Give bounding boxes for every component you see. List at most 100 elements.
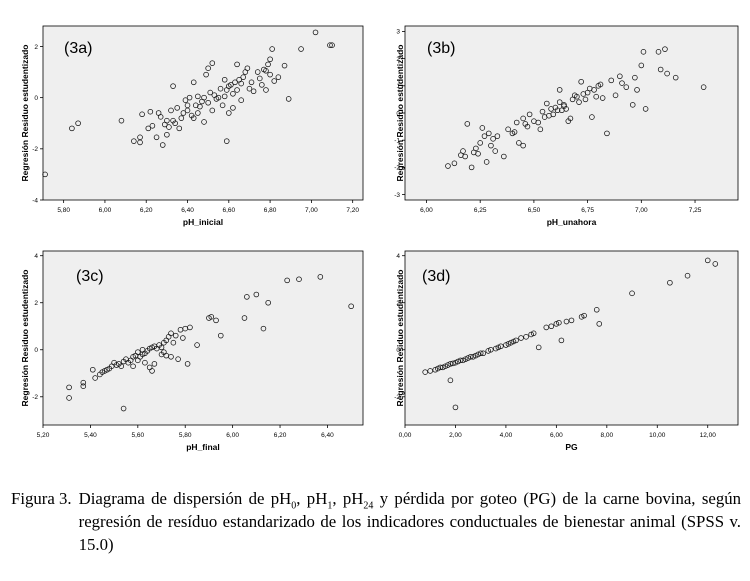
- data-point: [209, 107, 216, 114]
- data-point: [554, 107, 561, 114]
- data-point: [182, 97, 189, 103]
- y-tick-label: 2: [396, 56, 400, 63]
- x-tick-label: 6,20: [274, 432, 287, 439]
- data-point: [589, 114, 595, 120]
- data-point: [442, 363, 449, 369]
- data-point: [462, 153, 468, 160]
- data-point: [151, 361, 158, 367]
- data-point: [513, 337, 519, 344]
- data-point: [159, 142, 166, 148]
- data-point: [530, 330, 537, 337]
- data-point: [470, 354, 476, 360]
- data-point: [66, 395, 72, 401]
- data-point: [42, 171, 48, 178]
- data-point: [284, 277, 290, 284]
- data-point: [197, 103, 203, 110]
- data-point: [629, 290, 635, 297]
- data-point: [427, 368, 434, 374]
- caption-fragment: , pH: [296, 489, 328, 508]
- data-point: [184, 361, 191, 367]
- data-point: [700, 84, 707, 90]
- data-point: [69, 125, 75, 132]
- data-point: [563, 106, 569, 112]
- x-tick-label: 7,20: [346, 207, 359, 214]
- data-point: [205, 99, 211, 106]
- data-point: [201, 119, 207, 125]
- x-tick-label: 6,75: [581, 207, 594, 214]
- x-tick-label: 6,50: [528, 207, 541, 214]
- panel-3c: (3c) 5,20 5,40 5,60 5,80 6,00 6,20 6,40 -2 0 2 4 pH_…: [0, 245, 370, 460]
- data-point: [435, 365, 441, 372]
- caption-text: Diagrama de dispersión de pH0, pH1, pH24…: [79, 487, 741, 556]
- data-point: [142, 359, 148, 366]
- data-point: [563, 318, 570, 325]
- data-point: [642, 106, 649, 112]
- data-point: [578, 314, 585, 320]
- data-point: [503, 342, 509, 348]
- x-axis-label: PG: [565, 442, 578, 452]
- data-point: [253, 291, 260, 298]
- x-tick-label: 6,00: [99, 207, 112, 214]
- y-tick-label: -2: [32, 394, 38, 401]
- data-point: [480, 350, 486, 357]
- data-point: [267, 71, 273, 78]
- data-point: [451, 160, 458, 167]
- data-point: [447, 377, 454, 384]
- data-point: [190, 115, 197, 121]
- y-tick-label: 2: [34, 300, 38, 307]
- data-point: [219, 102, 226, 109]
- data-point: [228, 82, 234, 88]
- data-point: [168, 107, 174, 114]
- data-point: [599, 95, 606, 101]
- data-point: [657, 66, 664, 73]
- data-point: [520, 142, 526, 149]
- data-point: [244, 294, 250, 300]
- data-point: [537, 126, 544, 133]
- data-point: [667, 279, 673, 286]
- caption-subscript: 1: [327, 500, 333, 512]
- data-point: [494, 133, 501, 139]
- data-point: [281, 62, 288, 69]
- caption-subscript: 0: [291, 500, 297, 512]
- data-point: [203, 71, 209, 78]
- data-point: [487, 346, 494, 353]
- data-point: [172, 332, 179, 339]
- data-point: [168, 330, 174, 337]
- data-point: [460, 357, 466, 364]
- data-point: [90, 366, 96, 373]
- x-tick-label: 5,80: [57, 207, 70, 214]
- data-point: [498, 343, 504, 350]
- data-point: [215, 94, 222, 101]
- data-point: [145, 125, 152, 132]
- panel-tag: (3d): [422, 268, 450, 285]
- data-point: [66, 384, 72, 391]
- y-tick-label: -1: [394, 137, 400, 144]
- x-tick-label: 0,00: [399, 432, 412, 439]
- x-axis-label: pH_final: [186, 442, 220, 452]
- data-point: [505, 126, 511, 133]
- data-point: [655, 49, 662, 55]
- data-point: [285, 96, 292, 102]
- x-tick-label: 6,40: [181, 207, 194, 214]
- data-point: [634, 87, 640, 93]
- data-point: [250, 88, 257, 95]
- y-tick-label: -2: [394, 394, 400, 401]
- data-point: [485, 348, 492, 354]
- panel-tag: (3a): [64, 40, 92, 57]
- x-tick-label: 5,40: [84, 432, 97, 439]
- data-point: [135, 349, 141, 355]
- data-point: [238, 80, 244, 87]
- x-tick-label: 5,60: [131, 432, 144, 439]
- data-point: [157, 114, 164, 120]
- data-point: [230, 91, 236, 97]
- panel-3b: (3b) 6,00 6,25 6,50 6,75 7,00 7,25 -3 -2 -1 0 1 2 3 pH…: [375, 20, 745, 235]
- data-point: [445, 362, 451, 368]
- data-point: [269, 46, 275, 52]
- y-tick-label: -3: [394, 192, 400, 199]
- caption-subscript: 24: [363, 500, 374, 512]
- figure-caption: Figura 3. Diagrama de dispersión de pH0,…: [11, 487, 741, 556]
- data-point: [483, 159, 490, 165]
- data-point: [539, 108, 546, 115]
- data-point: [194, 342, 200, 348]
- data-point: [477, 350, 484, 357]
